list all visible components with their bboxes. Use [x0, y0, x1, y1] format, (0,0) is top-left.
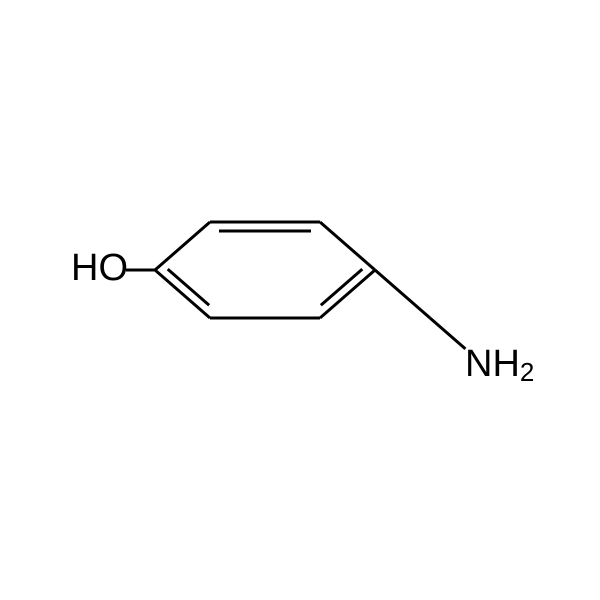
bond	[320, 222, 375, 270]
atom-label-O: HO	[71, 247, 128, 289]
bond	[320, 270, 375, 318]
bond	[375, 270, 430, 318]
bond	[155, 270, 210, 318]
bond	[430, 318, 465, 349]
molecule-diagram: HO NH2	[0, 0, 600, 600]
atom-label-N: NH2	[465, 343, 534, 387]
bond	[155, 222, 210, 270]
